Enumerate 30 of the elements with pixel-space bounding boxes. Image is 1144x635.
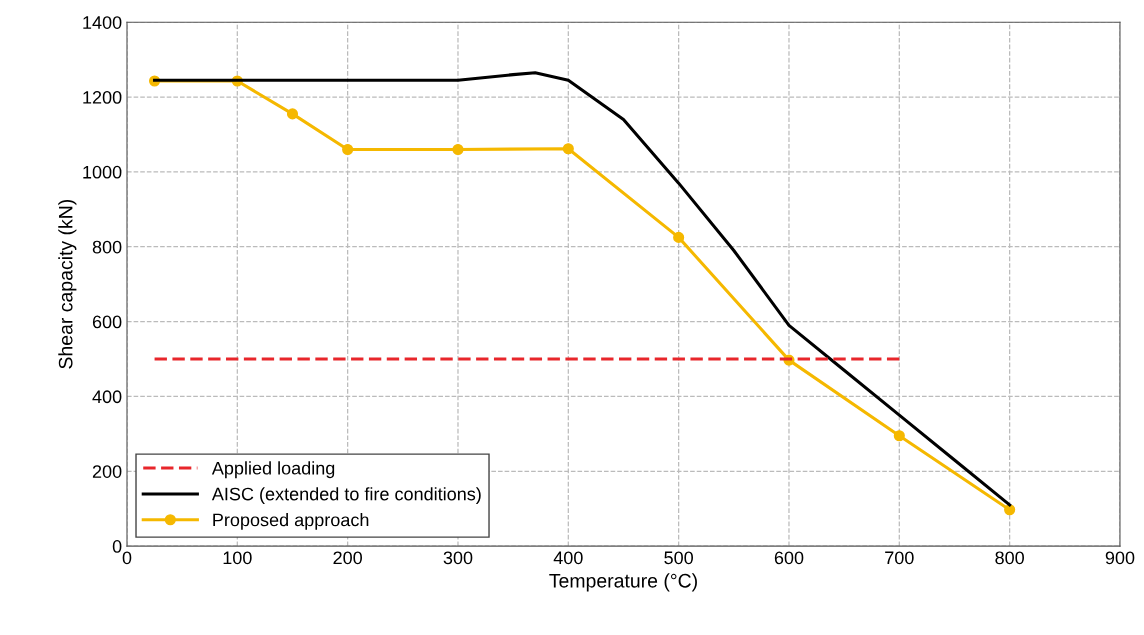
y-tick-label: 200 [92,465,122,478]
y-axis-title: Shear capacity (kN) [58,200,77,369]
x-tick-label: 100 [223,551,252,565]
point [342,143,354,156]
legend-label: Proposed approach [213,513,369,530]
x-tick-label: 0 [122,551,132,565]
point [286,108,299,120]
legend-label: Applied loading [211,461,335,479]
y-tick-label: 1200 [83,91,122,104]
legend-label: AISC (extended to fire conditions) [211,487,481,504]
point [452,143,464,156]
point [673,231,685,243]
y-tick-label: 1400 [83,16,122,29]
x-tick-label: 800 [995,551,1024,565]
y-tick-label: 1000 [83,165,122,179]
y-tick-label: 600 [92,315,122,329]
point [893,430,905,442]
x-tick-label: 400 [553,551,583,565]
y-tick-label: 400 [92,390,122,404]
y-tick-label: 800 [92,240,122,254]
x-tick-label: 300 [443,551,473,565]
y-tick-label: 0 [112,540,122,553]
x-tick-label: 900 [1105,551,1135,565]
x-tick-label: 700 [885,551,914,565]
x-tick-label: 600 [774,551,804,565]
x-tick-label: 200 [333,551,363,565]
point [1004,504,1016,516]
x-tick-label: 500 [664,551,693,565]
x-axis-title: Temperature (°C) [549,573,697,592]
point [562,143,574,155]
